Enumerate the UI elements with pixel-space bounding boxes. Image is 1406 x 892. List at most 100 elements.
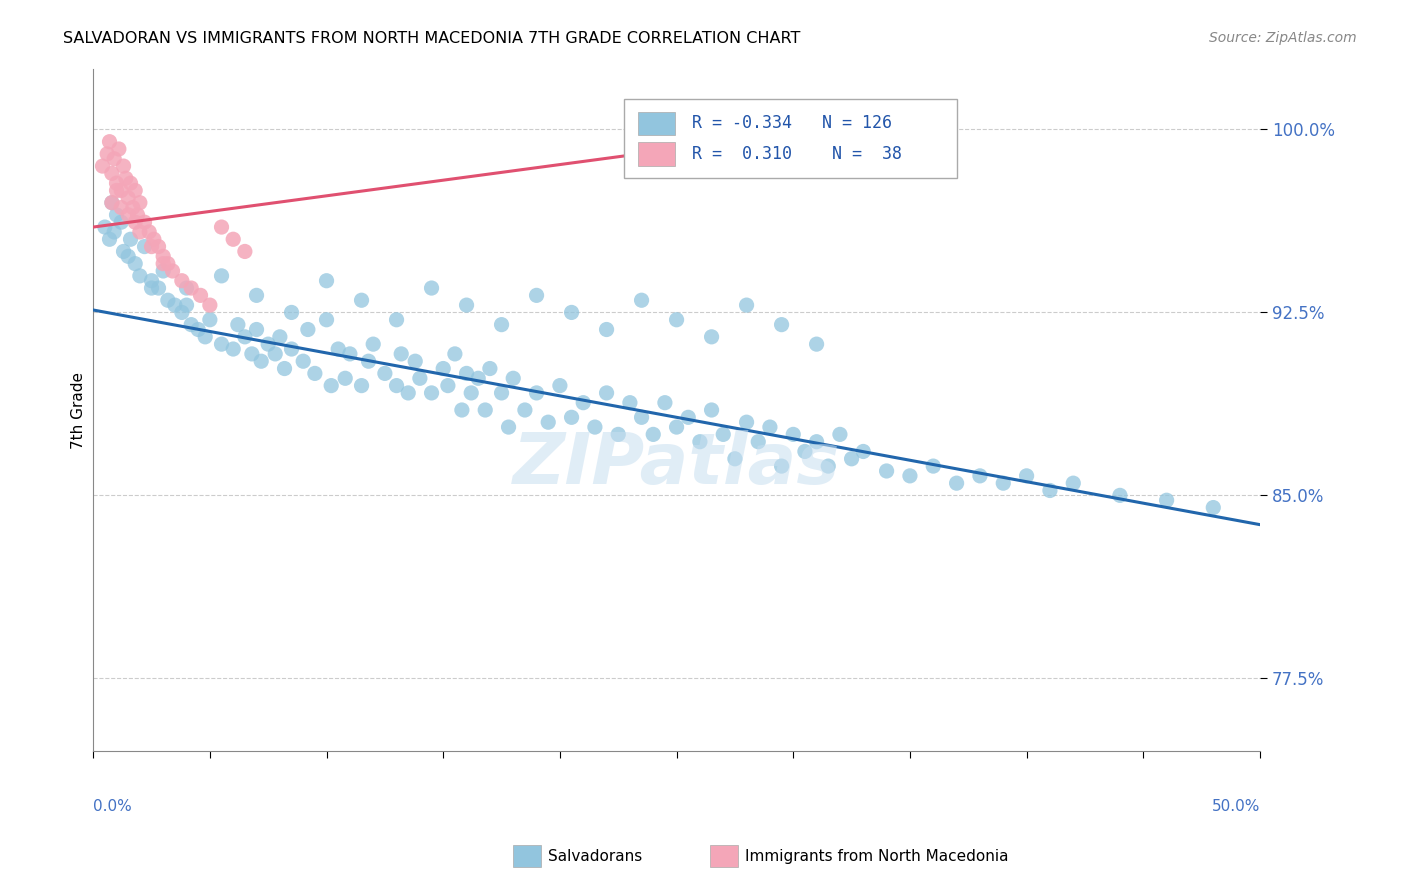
Point xyxy=(190,288,212,302)
Point xyxy=(141,274,163,288)
Point xyxy=(198,298,221,312)
Point xyxy=(898,468,921,483)
Text: SALVADORAN VS IMMIGRANTS FROM NORTH MACEDONIA 7TH GRADE CORRELATION CHART: SALVADORAN VS IMMIGRANTS FROM NORTH MACE… xyxy=(63,31,800,46)
Point xyxy=(460,386,482,401)
Point xyxy=(226,318,249,332)
Point xyxy=(1202,500,1225,515)
Point xyxy=(240,347,263,361)
Point xyxy=(115,171,138,186)
Point xyxy=(735,298,758,312)
Point xyxy=(1015,468,1038,483)
Point xyxy=(257,337,280,351)
Point xyxy=(817,459,839,474)
Point xyxy=(110,201,132,215)
Text: Immigrants from North Macedonia: Immigrants from North Macedonia xyxy=(745,849,1008,863)
Point xyxy=(350,378,373,392)
Point xyxy=(922,459,945,474)
Point xyxy=(735,415,758,429)
Point xyxy=(1156,493,1178,508)
Point xyxy=(1062,476,1084,491)
Point xyxy=(91,159,114,173)
Point xyxy=(467,371,489,385)
Point xyxy=(94,220,117,235)
Point xyxy=(180,281,202,295)
Bar xyxy=(710,845,738,867)
Point xyxy=(141,281,163,295)
Point xyxy=(156,293,179,308)
Point xyxy=(108,142,131,156)
Point xyxy=(876,464,898,478)
Point xyxy=(163,298,186,312)
Point xyxy=(110,215,132,229)
Point xyxy=(770,459,793,474)
Point xyxy=(806,337,828,351)
Point xyxy=(315,274,337,288)
Point xyxy=(385,312,408,326)
Point xyxy=(98,135,121,149)
Point xyxy=(127,208,149,222)
Point xyxy=(105,176,128,190)
Point xyxy=(134,239,156,253)
Point xyxy=(124,215,146,229)
Point xyxy=(700,330,723,344)
Point xyxy=(689,434,711,449)
Point xyxy=(474,403,496,417)
Point xyxy=(103,225,125,239)
Point xyxy=(572,395,595,409)
Point xyxy=(724,451,747,466)
Point xyxy=(793,444,815,458)
Text: Salvadorans: Salvadorans xyxy=(548,849,643,863)
Point xyxy=(121,201,143,215)
Point xyxy=(273,361,295,376)
Point xyxy=(502,371,524,385)
Point xyxy=(101,195,124,210)
Point xyxy=(280,342,302,356)
Point xyxy=(759,420,782,434)
Point xyxy=(245,288,267,302)
Point xyxy=(770,318,793,332)
Point xyxy=(561,305,583,319)
Point xyxy=(665,420,688,434)
Point xyxy=(404,354,426,368)
Point xyxy=(420,281,443,295)
Point xyxy=(350,293,373,308)
Point xyxy=(176,281,198,295)
Point xyxy=(176,298,198,312)
Point xyxy=(138,225,160,239)
Point xyxy=(841,451,863,466)
Point xyxy=(152,249,174,263)
Point xyxy=(389,347,412,361)
Point xyxy=(1039,483,1062,498)
Text: 0.0%: 0.0% xyxy=(93,799,132,814)
Point xyxy=(180,318,202,332)
Point xyxy=(315,312,337,326)
Point xyxy=(630,410,652,425)
Point xyxy=(513,403,536,417)
Point xyxy=(101,195,124,210)
Point xyxy=(134,215,156,229)
Point xyxy=(128,268,150,283)
Point xyxy=(328,342,350,356)
Point xyxy=(120,232,142,246)
Point xyxy=(222,342,245,356)
Point xyxy=(124,184,146,198)
Point xyxy=(222,232,245,246)
Point xyxy=(112,244,135,259)
Point xyxy=(456,367,478,381)
Point xyxy=(444,347,467,361)
Point xyxy=(105,184,128,198)
Point xyxy=(297,322,319,336)
Point xyxy=(339,347,361,361)
Point xyxy=(432,361,454,376)
Point xyxy=(269,330,291,344)
Point xyxy=(198,312,221,326)
Point xyxy=(120,176,142,190)
Text: ZIPatlas: ZIPatlas xyxy=(513,430,841,500)
Point xyxy=(654,395,676,409)
Point xyxy=(112,159,135,173)
Text: 50.0%: 50.0% xyxy=(1212,799,1260,814)
Text: R =  0.310    N =  38: R = 0.310 N = 38 xyxy=(692,145,901,163)
Point xyxy=(148,239,170,253)
Point xyxy=(700,403,723,417)
Point xyxy=(117,191,139,205)
